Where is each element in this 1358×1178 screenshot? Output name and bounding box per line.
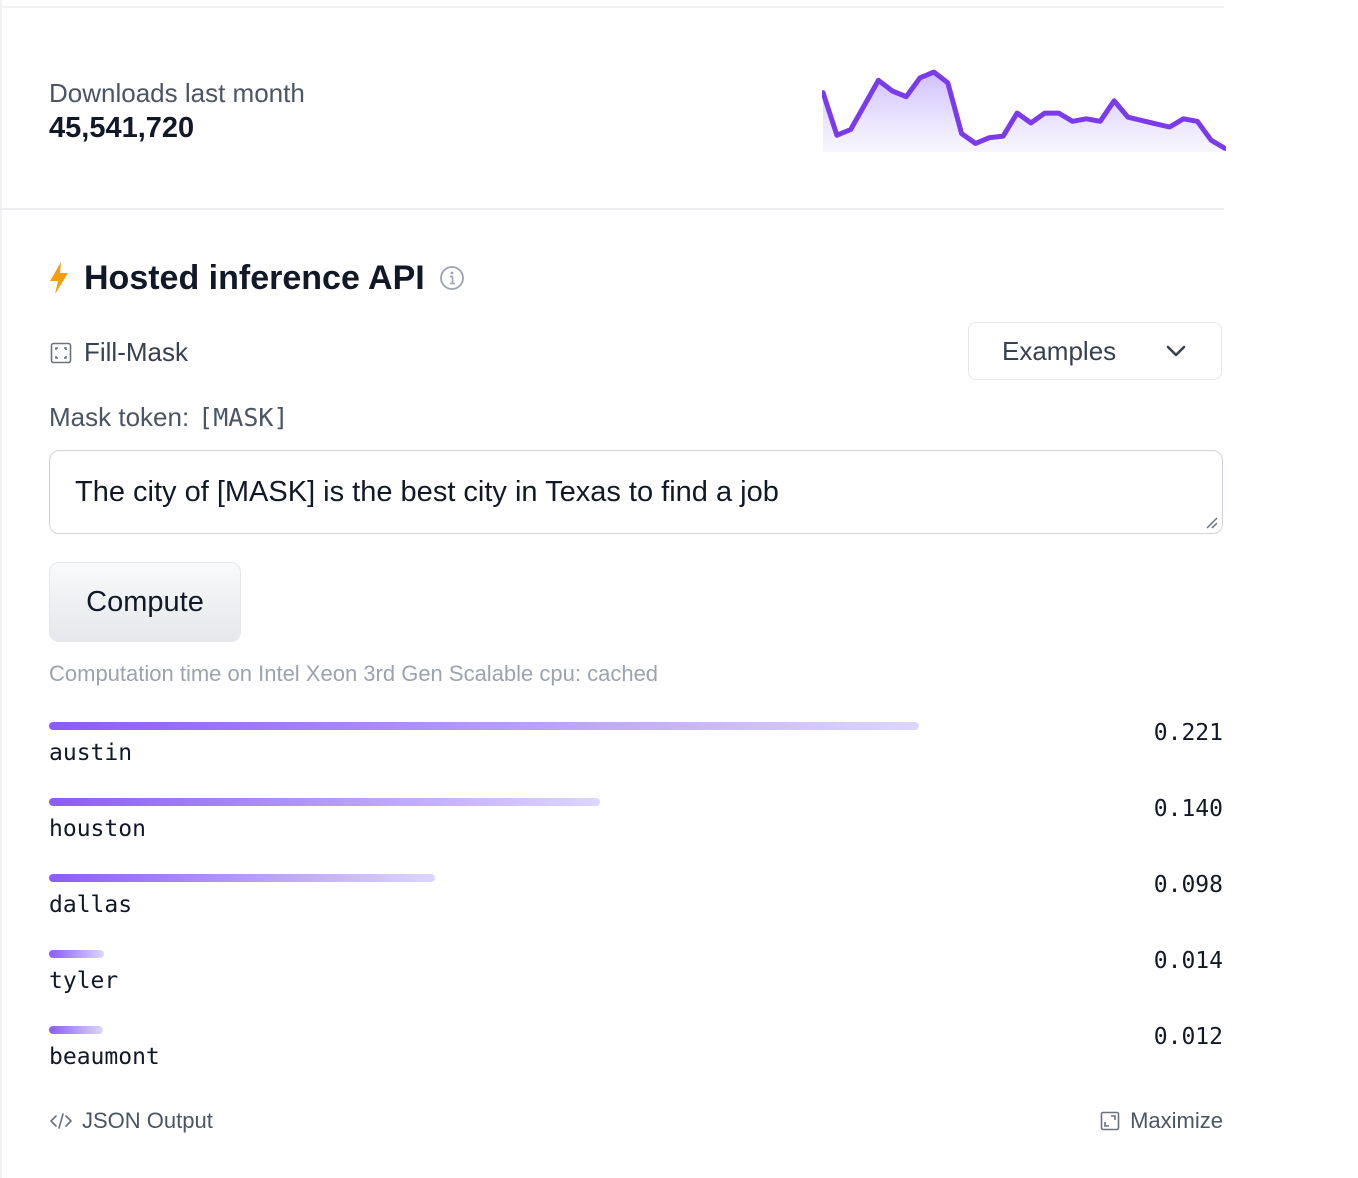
downloads-label: Downloads last month: [49, 78, 305, 108]
prediction-results: austin 0.221 houston 0.140 dallas 0.098 tyler 0…: [49, 720, 1223, 1100]
input-text: The city of [MASK] is the best city in T…: [75, 476, 779, 508]
result-row: houston 0.140: [49, 796, 1223, 872]
result-label: tyler: [49, 968, 119, 994]
result-label: houston: [49, 816, 146, 842]
sparkline-area: [823, 72, 1225, 152]
maximize-label: Maximize: [1130, 1108, 1223, 1133]
result-score-bar: [49, 1026, 103, 1034]
examples-dropdown[interactable]: Examples: [968, 322, 1222, 380]
result-score: 0.098: [1153, 872, 1223, 898]
inference-api-title: Hosted inference API: [84, 258, 425, 297]
input-textarea[interactable]: The city of [MASK] is the best city in T…: [49, 450, 1223, 534]
downloads-count: 45,541,720: [49, 112, 195, 144]
result-score-bar: [49, 722, 919, 730]
fill-mask-icon: [50, 342, 72, 363]
result-score-bar: [49, 798, 600, 806]
code-icon: [50, 1113, 72, 1129]
computation-time-note: Computation time on Intel Xeon 3rd Gen S…: [49, 661, 659, 686]
result-score: 0.012: [1153, 1024, 1223, 1050]
result-score: 0.140: [1153, 796, 1223, 822]
result-score: 0.221: [1153, 720, 1223, 746]
json-output-toggle[interactable]: JSON Output: [49, 1108, 213, 1134]
section-divider: [0, 208, 1224, 210]
downloads-sparkline: [822, 69, 1226, 152]
inference-api-header: Hosted inference API: [48, 258, 465, 298]
mask-token-row: Mask token: [MASK]: [49, 402, 288, 433]
result-score-bar: [49, 874, 435, 882]
result-row: austin 0.221: [49, 720, 1223, 796]
info-icon[interactable]: [439, 265, 465, 291]
result-label: dallas: [49, 892, 133, 918]
result-score: 0.014: [1153, 948, 1223, 974]
result-label: austin: [49, 740, 133, 766]
maximize-button[interactable]: Maximize: [1100, 1108, 1223, 1134]
task-type: Fill-Mask: [49, 337, 188, 368]
result-row: tyler 0.014: [49, 948, 1223, 1024]
maximize-icon: [1100, 1111, 1120, 1131]
result-row: beaumont 0.012: [49, 1024, 1223, 1100]
result-label: beaumont: [49, 1044, 160, 1070]
json-output-label: JSON Output: [82, 1108, 213, 1133]
lightning-bolt-icon: [50, 262, 68, 294]
resize-handle-icon[interactable]: [1204, 515, 1218, 529]
left-divider: [0, 0, 2, 1178]
compute-button[interactable]: Compute: [49, 562, 241, 642]
task-label: Fill-Mask: [84, 337, 188, 367]
examples-label: Examples: [1002, 335, 1117, 366]
mask-token-value: [MASK]: [198, 403, 289, 432]
sparkline-line: [822, 69, 1226, 151]
top-divider: [0, 6, 1224, 8]
mask-token-label: Mask token:: [49, 402, 190, 432]
chevron-down-icon: [1166, 345, 1186, 357]
result-row: dallas 0.098: [49, 872, 1223, 948]
result-score-bar: [49, 950, 104, 958]
